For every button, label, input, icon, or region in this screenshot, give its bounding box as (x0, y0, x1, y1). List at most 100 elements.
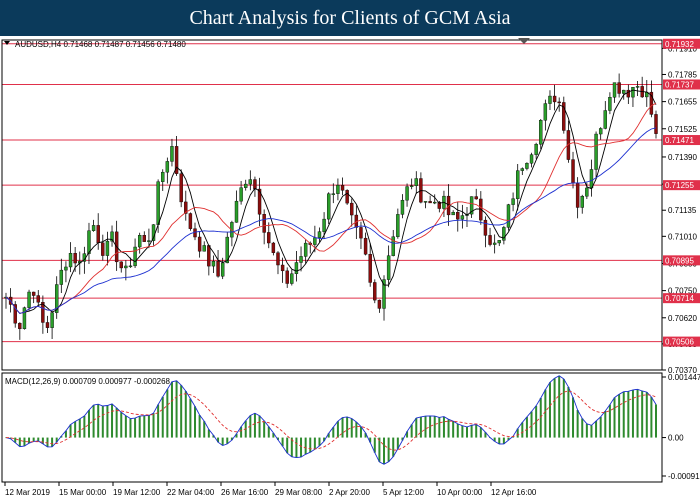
price-tick-label: 0.71525 (668, 125, 697, 134)
macd-tick-label: -0.000918 (668, 472, 700, 481)
candle-body (483, 219, 488, 236)
candle-body (234, 200, 239, 223)
candle-body (516, 170, 520, 199)
dropdown-triangle-icon[interactable] (4, 41, 10, 45)
macd-histogram-bar (465, 426, 468, 438)
macd-histogram-bar (410, 424, 413, 438)
candle-body (36, 295, 40, 303)
level-label-box (663, 336, 700, 347)
candle-body (603, 110, 607, 129)
time-tick-label: 2 Apr 20:00 (329, 488, 370, 497)
candle-body (534, 143, 538, 155)
candle-body (543, 103, 548, 121)
macd-histogram-bar (120, 412, 123, 438)
macd-histogram-bar (627, 391, 630, 438)
macd-histogram-bar (124, 415, 127, 438)
time-tick-label: 22 Mar 04:00 (167, 488, 215, 497)
price-tick-label: 0.70370 (668, 366, 697, 375)
macd-histogram-bar (64, 430, 67, 438)
candle-body (506, 204, 511, 228)
macd-histogram-bar (562, 379, 565, 438)
macd-histogram-bar (37, 437, 40, 442)
candle-body (492, 242, 497, 245)
macd-histogram-bar (622, 391, 625, 438)
candle-body (612, 82, 617, 98)
candle-body (460, 215, 465, 220)
macd-histogram-bar (498, 437, 501, 445)
macd-histogram-bar (364, 432, 367, 438)
chart-background (0, 36, 700, 500)
macd-histogram-bar (539, 397, 542, 438)
macd-histogram-bar (198, 415, 201, 438)
macd-histogram-bar (502, 437, 505, 444)
candle-body (433, 201, 437, 204)
macd-histogram-bar (595, 420, 598, 438)
candle-body (91, 225, 96, 231)
candle-body (142, 235, 146, 242)
candle-body (649, 91, 654, 115)
candle-body (119, 261, 123, 269)
candle-body (290, 273, 294, 284)
candle-body (50, 312, 54, 328)
macd-histogram-bar (97, 404, 100, 438)
candle-body (400, 199, 405, 215)
macd-histogram-bar (74, 421, 77, 438)
macd-histogram-bar (359, 426, 362, 438)
macd-histogram-bar (336, 421, 339, 438)
candle-body (557, 101, 561, 104)
candle-body (437, 201, 442, 209)
candle-body (22, 307, 27, 330)
candle-body (239, 187, 243, 202)
macd-histogram-bar (383, 437, 386, 465)
macd-histogram-bar (585, 423, 588, 438)
candle-body (336, 184, 340, 194)
macd-panel-frame (1, 372, 663, 483)
candle-body (571, 159, 575, 184)
shift-marker-icon[interactable] (518, 38, 530, 44)
candle-body (220, 262, 225, 277)
price-tick-label: 0.70620 (668, 314, 697, 323)
chart-window[interactable]: MACD(12,26,9) 0.000709 0.000977 -0.00026… (0, 36, 700, 500)
macd-histogram-bar (493, 437, 496, 442)
candle-body (280, 264, 285, 272)
time-tick-label: 29 Mar 08:00 (275, 488, 323, 497)
macd-histogram-bar (429, 416, 432, 438)
macd-panel: MACD(12,26,9) 0.000709 0.000977 -0.00026… (5, 375, 657, 465)
candle-body (202, 245, 206, 252)
candle-body (598, 128, 603, 135)
candle-body (18, 322, 22, 330)
macd-histogram-bar (258, 415, 261, 438)
candle-body (428, 201, 432, 204)
macd-histogram-bar (175, 380, 178, 438)
macd-histogram-bar (608, 404, 611, 438)
candle-body (110, 231, 114, 242)
price-tick-label: 0.71655 (668, 98, 697, 107)
candle-body (137, 235, 142, 248)
macd-histogram-bar (115, 407, 118, 438)
macd-histogram-bar (406, 431, 409, 438)
candle-body (216, 261, 220, 277)
candle-body (635, 86, 640, 88)
macd-histogram-bar (32, 437, 35, 442)
price-tick-label: 0.71910 (668, 44, 697, 53)
macd-histogram-bar (28, 437, 31, 444)
level-label-box (663, 135, 700, 146)
support-resistance-levels (2, 43, 662, 343)
macd-histogram-bar (323, 437, 326, 442)
macd-histogram-bar (576, 410, 579, 438)
price-tick-label: 0.71785 (668, 70, 697, 79)
candle-body (170, 146, 174, 162)
macd-histogram-bar (69, 424, 72, 438)
moving-averages (5, 89, 657, 314)
macd-histogram-bar (263, 420, 266, 438)
candle-body (511, 198, 515, 205)
macd-histogram-bar (240, 426, 243, 438)
candle-body (423, 201, 428, 203)
macd-histogram-bar (78, 418, 81, 438)
macd-histogram-bar (475, 424, 478, 438)
macd-histogram-bar (327, 433, 330, 438)
candle-body (299, 256, 303, 263)
macd-histogram-bar (553, 378, 556, 438)
macd-histogram-bar (272, 432, 275, 438)
level-label-box (663, 79, 700, 90)
